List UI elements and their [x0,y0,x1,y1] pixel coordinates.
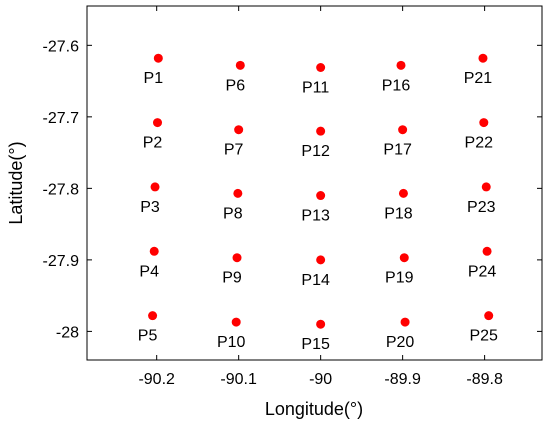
data-points [148,53,494,329]
data-point [149,246,159,256]
data-point-label: P11 [302,80,329,97]
data-point [316,255,326,265]
x-tick-label: -89.9 [384,371,421,388]
data-point-label: P21 [464,70,493,87]
data-point [232,253,242,263]
data-point [233,188,243,198]
data-point [316,63,326,73]
data-point [231,317,241,327]
data-point-label: P8 [223,205,243,222]
data-point [478,53,488,63]
data-point-label: P22 [465,135,494,152]
y-axis-title: Latitude(°) [6,141,26,224]
y-tick-label: -27.9 [43,253,80,270]
data-point-label: P9 [222,270,242,287]
data-point-label: P15 [301,336,330,353]
data-point-label: P12 [301,143,330,160]
data-point [479,118,489,128]
data-point [396,60,406,70]
x-axis-title: Longitude(°) [265,399,363,419]
data-point-label: P17 [383,142,412,159]
data-point-label: P23 [467,199,496,216]
data-point [150,182,160,192]
data-point-label: P4 [139,263,159,280]
data-point [398,188,408,198]
data-point-label: P13 [301,208,330,225]
data-point [481,182,491,192]
data-point-label: P10 [217,334,246,351]
data-point [148,311,158,321]
y-tick-label: -28 [56,324,79,341]
data-point [484,311,494,321]
data-point [234,125,244,135]
data-point [398,125,408,135]
data-point [153,118,163,128]
x-tick-label: -89.8 [466,371,503,388]
y-tick-label: -27.8 [43,181,80,198]
data-point [399,253,409,263]
data-point-label: P18 [384,205,413,222]
data-point-label: P7 [224,142,244,159]
axis-ticks [87,6,542,360]
data-point-label: P3 [140,199,160,216]
x-tick-label: -90.1 [220,371,257,388]
data-point-label: P1 [144,70,164,87]
axis-tick-labels: -90.2 -90.1 -90 -89.9 -89.8 -27.6 -27.7 -27.8 -2… [43,38,503,388]
data-point-label: P2 [143,135,163,152]
data-point [482,246,492,256]
data-point [235,60,245,70]
data-point-label: P5 [138,328,158,345]
data-point-label: P16 [382,77,411,94]
data-point-labels: P1 P2 P3 P4 P5 P6 P7 P8 P9 P10 P11 P12 P13 P14 P15 P16 P… [138,70,498,353]
data-point-label: P24 [468,263,497,280]
data-point [400,317,410,327]
data-point-label: P25 [469,328,498,345]
data-point-label: P20 [386,334,415,351]
x-tick-label: -90 [309,371,332,388]
data-point-label: P19 [385,270,414,287]
data-point [153,53,163,63]
data-point-label: P6 [226,77,246,94]
y-tick-label: -27.7 [43,110,80,127]
data-point [316,191,326,201]
y-tick-label: -27.6 [43,38,80,55]
data-point [316,319,326,329]
plot-frame [86,5,543,361]
data-point [316,126,326,136]
data-point-label: P14 [301,272,330,289]
x-tick-label: -90.2 [138,371,175,388]
